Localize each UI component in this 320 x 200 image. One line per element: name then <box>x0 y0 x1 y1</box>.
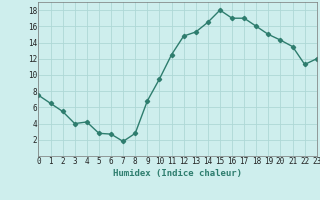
X-axis label: Humidex (Indice chaleur): Humidex (Indice chaleur) <box>113 169 242 178</box>
